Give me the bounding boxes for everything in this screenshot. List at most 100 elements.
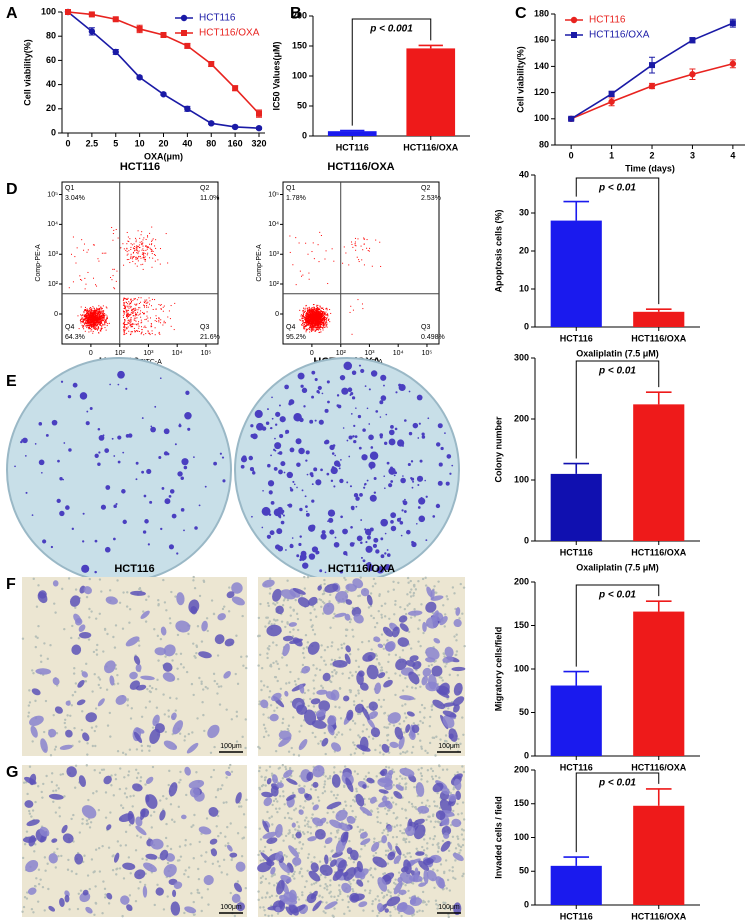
pore [238,805,240,807]
colony [439,463,443,467]
event-dot [143,305,144,306]
pore [268,645,270,647]
pore [32,809,34,811]
event-dot [126,333,127,334]
event-dot [128,320,129,321]
event-dot [81,319,82,320]
pore [380,614,382,616]
y-tick-label: 150 [292,40,307,50]
y-tick-label: 100 [534,113,549,123]
event-dot [322,327,323,328]
pore [418,674,420,676]
y-tick-label: 0 [524,750,529,760]
colony [146,469,151,474]
pore [273,710,275,712]
colony [39,459,45,465]
event-dot [126,299,127,300]
pore [237,683,239,685]
colony [61,381,63,383]
pore [148,750,150,752]
colony [274,438,276,440]
event-dot [87,315,88,316]
pore [352,741,354,743]
x-tick-label: 3 [690,150,695,160]
event-dot [324,316,325,317]
pore [236,711,238,713]
pore [418,619,420,621]
colony [374,491,376,493]
event-dot [324,327,325,328]
event-dot [323,325,324,326]
pore [124,792,126,794]
pore [131,707,133,709]
pore [141,716,143,718]
event-dot [106,307,107,308]
pore [424,750,426,752]
event-dot [133,324,134,325]
colony [310,472,314,476]
pore [149,690,151,692]
event-dot [161,304,162,305]
pore [327,646,329,648]
y-tick-label: 0 [302,130,307,140]
pore [388,723,390,725]
pore [47,888,49,890]
event-dot [84,310,85,311]
colony [73,383,78,388]
pore [272,662,274,664]
pore [192,694,194,696]
event-dot [150,248,151,249]
pore [196,889,198,891]
pore [262,713,264,715]
event-dot [131,309,132,310]
event-dot [81,318,82,319]
event-dot [136,248,137,249]
event-dot [144,326,145,327]
pore [362,724,364,726]
event-dot [152,258,153,259]
colony [340,375,345,380]
pore [267,602,269,604]
colony [98,451,100,453]
colony [363,487,365,489]
event-dot [155,239,156,240]
pore [162,795,164,797]
event-dot [145,327,146,328]
p-value: p < 0.01 [598,590,636,601]
colony [125,388,127,390]
pore [159,799,161,801]
x-tick-label: 0 [89,350,93,357]
y-tick-label: 40 [519,169,529,179]
pore [394,600,396,602]
pore [29,701,31,703]
pore [241,837,243,839]
colony [340,459,342,461]
event-dot [138,297,139,298]
pore [96,653,98,655]
pore [267,716,269,718]
pore [314,674,316,676]
event-dot [160,248,161,249]
event-dot [127,299,128,300]
colony [26,492,28,494]
event-dot [141,231,142,232]
event-dot [85,319,86,320]
pore [309,698,311,700]
pore [127,704,129,706]
pore [115,624,117,626]
event-dot [169,310,170,311]
event-dot [93,331,94,332]
colony [367,407,369,409]
event-dot [307,311,308,312]
pore [410,595,412,597]
pore [121,915,123,917]
pore [196,717,198,719]
colony [82,540,84,542]
pore [197,891,199,893]
event-dot [317,324,318,325]
event-dot [145,333,146,334]
colony [52,420,58,426]
event-dot [318,318,319,319]
event-dot [317,307,318,308]
event-dot [105,320,106,321]
